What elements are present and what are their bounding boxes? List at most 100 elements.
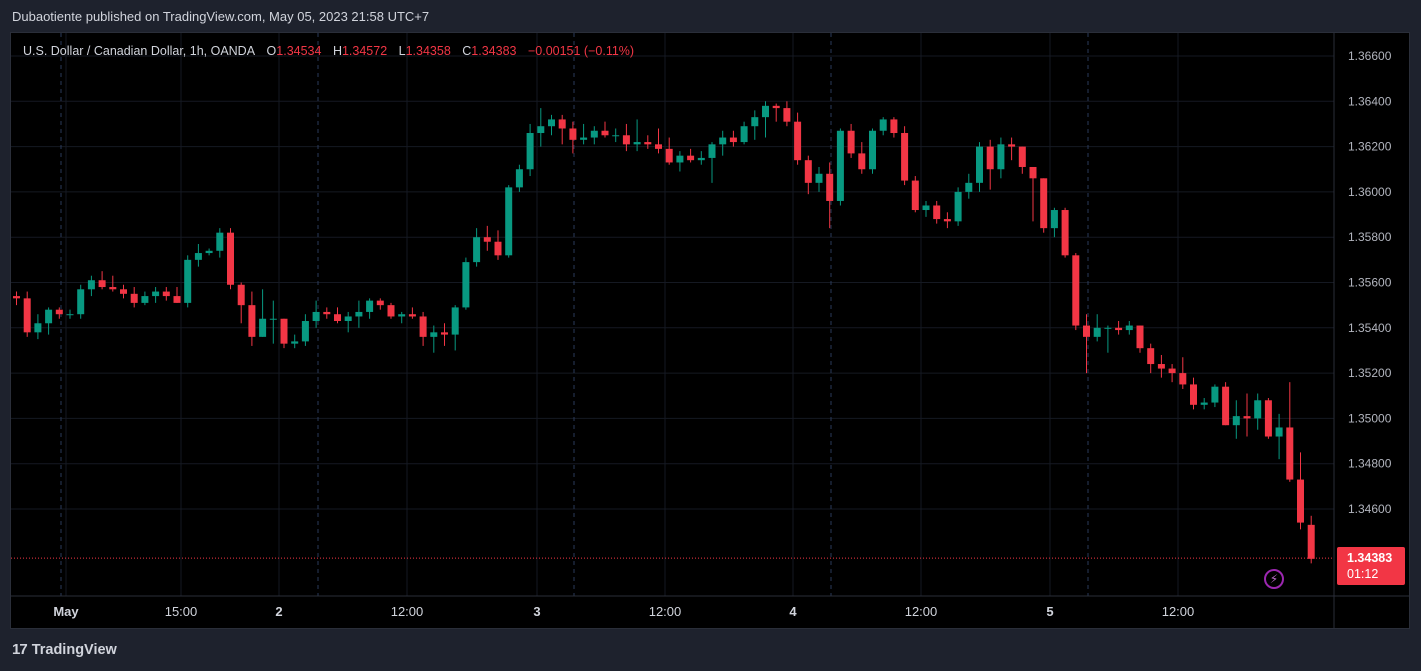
close-value: 1.34383 <box>471 44 517 58</box>
open-value: 1.34534 <box>276 44 322 58</box>
candle-body <box>826 173 834 201</box>
candle-body <box>687 155 695 161</box>
candle-body <box>301 321 309 342</box>
x-tick-label: 15:00 <box>165 604 198 619</box>
last-price-value: 1.34383 <box>1347 551 1393 565</box>
candle-body <box>334 314 341 322</box>
published-header: Dubaotiente published on TradingView.com… <box>12 9 430 24</box>
candle-body <box>98 280 106 288</box>
candle-body <box>1050 210 1058 229</box>
candle-body <box>729 137 737 143</box>
candle-body <box>1040 178 1048 229</box>
candle-body <box>836 130 844 201</box>
candle-body <box>986 146 994 170</box>
candle-body <box>794 121 802 161</box>
y-tick-label: 1.35800 <box>1348 230 1392 244</box>
x-tick-label: 4 <box>789 604 797 619</box>
candle-body <box>655 144 662 149</box>
candle-body <box>644 142 652 145</box>
candle-body <box>141 296 149 303</box>
candle-body <box>719 137 727 145</box>
candle-body <box>869 130 876 170</box>
candle-body <box>922 205 930 211</box>
candle-body <box>355 311 363 317</box>
candle-body <box>77 289 85 315</box>
candle-body <box>665 148 673 163</box>
candle-body <box>1168 368 1176 374</box>
candle-body <box>515 169 523 188</box>
candle-body <box>1232 416 1240 426</box>
candle-body <box>901 133 909 181</box>
tradingview-footer[interactable]: 17 TradingView <box>12 641 117 658</box>
x-tick-label: May <box>53 604 79 619</box>
candle-body <box>965 182 973 192</box>
candle-body <box>601 130 609 136</box>
candle-body <box>1286 427 1294 480</box>
change-value: −0.00151 (−0.11%) <box>527 44 635 58</box>
candle-body <box>34 323 42 333</box>
candle-body <box>1297 479 1304 523</box>
candle-body <box>1104 327 1112 329</box>
candle-body <box>1029 166 1037 179</box>
candle-body <box>1136 325 1144 349</box>
x-tick-label: 12:00 <box>1162 604 1195 619</box>
candle-body <box>943 219 951 222</box>
y-tick-label: 1.36600 <box>1348 49 1392 63</box>
candle-body <box>612 135 620 137</box>
candle-body <box>804 160 812 183</box>
candle-body <box>312 311 320 322</box>
candle-body <box>580 137 588 140</box>
candle-body <box>451 307 459 335</box>
candle-body <box>911 180 919 211</box>
candle-body <box>890 119 898 134</box>
candle-body <box>954 191 962 222</box>
candle-body <box>1072 255 1080 326</box>
candlestick-chart[interactable]: 1.36600 1.36400 1.36200 1.36000 1.35800 1.356… <box>11 33 1409 628</box>
high-label: H <box>332 44 342 58</box>
candle-body <box>1254 400 1262 419</box>
high-value: 1.34572 <box>341 44 388 58</box>
candle-body <box>847 130 855 154</box>
candle-body <box>280 318 288 344</box>
candle-body <box>483 237 491 242</box>
y-tick-label: 1.35000 <box>1348 411 1392 425</box>
candle-body <box>590 130 598 138</box>
y-tick-label: 1.34600 <box>1348 502 1392 516</box>
candle-body <box>1179 373 1187 385</box>
candle-body <box>1061 210 1069 256</box>
last-price-label: 1.34383 01:12 <box>1337 547 1405 585</box>
candle-body <box>23 298 31 333</box>
candle-body <box>344 316 352 322</box>
low-value: 1.34358 <box>405 44 451 58</box>
open-label: O <box>266 44 277 58</box>
candle-body <box>259 318 267 337</box>
candle-body <box>505 187 513 256</box>
candle-body <box>1018 146 1026 167</box>
candle-body <box>162 291 170 297</box>
candle-body <box>1200 402 1208 405</box>
candle-body <box>462 262 470 308</box>
chart-pane[interactable]: 1.36600 1.36400 1.36200 1.36000 1.35800 1.356… <box>10 32 1410 629</box>
symbol-label[interactable]: U.S. Dollar / Canadian Dollar, 1h, OANDA <box>23 44 256 58</box>
candle-body <box>772 105 780 109</box>
candle-body <box>762 105 769 118</box>
low-label: L <box>398 44 406 58</box>
candle-body <box>248 305 256 337</box>
candle-body <box>740 126 748 143</box>
candle-body <box>879 119 887 131</box>
bar-countdown: 01:12 <box>1347 567 1379 581</box>
candle-body <box>1275 427 1283 437</box>
candle-body <box>387 305 395 317</box>
candle-body <box>1211 386 1219 403</box>
y-tick-label: 1.36200 <box>1348 140 1392 154</box>
lightning-bolt-icon[interactable]: ⚡ <box>1264 569 1284 589</box>
y-tick-label: 1.35400 <box>1348 321 1392 335</box>
candle-body <box>1307 524 1315 559</box>
candle-body <box>13 296 20 299</box>
candle-body <box>227 232 234 285</box>
candle-body <box>1243 416 1251 419</box>
y-tick-label: 1.35200 <box>1348 366 1392 380</box>
y-tick-label: 1.36000 <box>1348 185 1392 199</box>
candle-body <box>751 117 759 127</box>
candle-body <box>398 314 406 317</box>
